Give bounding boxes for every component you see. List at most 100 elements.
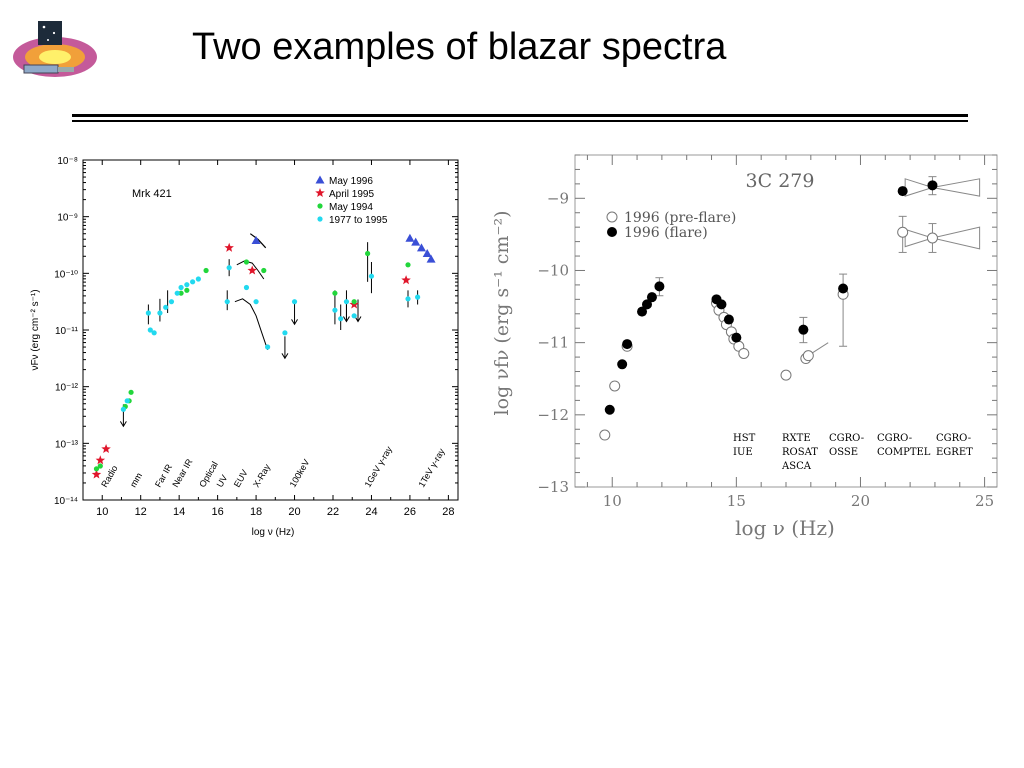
- mrk421-data-point: [128, 389, 134, 395]
- 3c279-data-point: [738, 347, 750, 359]
- mrk421-data-point: [178, 290, 184, 296]
- mrk421-legend-label: April 1995: [329, 189, 374, 200]
- mrk421-data-point: [405, 296, 411, 302]
- mrk421-y-tick-label: 10⁻⁸: [57, 156, 78, 167]
- 3c279-chart: 10 15 20 25 −9 −10 −11 −12 −13 3C 279 log ν (Hz)…: [491, 154, 998, 540]
- mrk421-data-point: [95, 455, 106, 465]
- mrk421-data-point: [422, 249, 432, 257]
- mrk421-y-axis-label: νFν (erg cm⁻² s⁻¹): [30, 289, 41, 370]
- mrk421-data-point: [416, 243, 426, 252]
- 3c279-y-tick-label: −12: [537, 406, 569, 424]
- mrk421-legend: May 1996 April 1995 May 1994 1977 to 1995: [315, 175, 388, 226]
- mrk421-plot-frame: [82, 159, 459, 501]
- mrk421-data-point: [351, 299, 357, 305]
- mrk421-data-point: [184, 282, 190, 288]
- 3c279-y-tick-label: −10: [537, 261, 569, 279]
- mrk421-data-point: [157, 310, 163, 316]
- mrk421-data-point: [253, 299, 259, 305]
- mrk421-x-tick-label: 22: [327, 506, 339, 518]
- mrk421-data-point: [203, 267, 209, 274]
- 3c279-x-tick-label: 10: [603, 492, 622, 510]
- mrk421-data-point: [93, 466, 100, 472]
- 3c279-x-tick-label: 20: [851, 492, 870, 510]
- 3c279-data-point: [599, 429, 611, 441]
- 3c279-instrument-label: ASCA: [781, 461, 812, 472]
- mrk421-chart-title: Mrk 421: [132, 188, 172, 200]
- 3c279-data-point: [637, 306, 648, 317]
- mrk421-xray-model-curve: [234, 298, 269, 350]
- mrk421-data-point: [332, 307, 338, 313]
- 3c279-instrument-labels: HST IUE RXTE ROSAT ASCA CGRO- OSSE CGRO- COMPTEL…: [733, 433, 973, 472]
- mrk421-band-label: 100keV: [288, 458, 312, 489]
- mrk421-data-point: [351, 313, 357, 319]
- mrk421-x-tick-label: 24: [365, 506, 377, 518]
- mrk421-upper-limit-arrow: [281, 353, 289, 360]
- 3c279-legend: 1996 (pre-flare)1996 (flare): [606, 210, 736, 241]
- mrk421-upper-limit-arrow: [354, 316, 362, 323]
- mrk421-data-point: [224, 242, 234, 252]
- 3c279-instrument-label: CGRO-: [936, 433, 971, 444]
- mrk421-chart: 10 12 14 16 18 20 22 24 26 28 10⁻⁸ 10⁻⁹ 10⁻¹⁰ 10⁻¹¹ 10…: [30, 156, 459, 538]
- 3c279-instrument-label: COMPTEL: [877, 447, 931, 458]
- 3c279-preflare-bowtie: [904, 226, 981, 250]
- mrk421-data-point: [190, 279, 196, 285]
- mrk421-upper-limit-arrow: [291, 319, 298, 326]
- mrk421-data-point: [338, 316, 344, 322]
- mrk421-data-point: [174, 290, 180, 296]
- mrk421-data-point: [291, 299, 298, 305]
- mrk421-data-point: [243, 284, 250, 291]
- mrk421-y-tick-label: 10⁻¹³: [55, 439, 79, 450]
- 3c279-instrument-label: OSSE: [829, 447, 858, 458]
- 3c279-legend-label: 1996 (pre-flare): [624, 210, 736, 226]
- mrk421-band-label: 1TeV γ-ray: [416, 446, 446, 489]
- mrk421-xray-model-curve: [249, 233, 267, 249]
- mrk421-y-tick-label: 10⁻¹⁰: [54, 269, 78, 280]
- 3c279-data-point: [897, 226, 909, 238]
- mrk421-legend-label: May 1996: [329, 176, 373, 187]
- 3c279-data-point: [780, 369, 792, 381]
- mrk421-x-tick-label: 28: [442, 506, 454, 518]
- slide-title: Two examples of blazar spectra: [192, 26, 727, 68]
- mrk421-band-label: EUV: [232, 468, 250, 489]
- mrk421-data-point: [224, 299, 230, 305]
- mrk421-data-point: [97, 463, 103, 469]
- 3c279-data-point: [927, 180, 938, 191]
- mrk421-x-tick-label: 18: [250, 506, 262, 518]
- title-rule-thick: [72, 114, 968, 117]
- 3c279-data-point: [716, 299, 727, 310]
- 3c279-data-point: [646, 292, 657, 303]
- mrk421-data-point: [151, 330, 157, 336]
- mrk421-upper-limit-arrow: [119, 421, 127, 428]
- 3c279-data-point: [604, 404, 615, 415]
- mrk421-band-label: UV: [215, 473, 230, 489]
- 3c279-instrument-label: IUE: [733, 447, 753, 458]
- mrk421-data-point: [243, 259, 250, 265]
- mrk421-legend-marker: [315, 188, 325, 197]
- mrk421-upper-limit-arrow: [343, 316, 350, 323]
- mrk421-legend-label: May 1994: [329, 202, 373, 213]
- mrk421-data-point: [145, 310, 151, 316]
- mrk421-legend-marker: [315, 175, 325, 184]
- mrk421-data-point: [368, 273, 375, 279]
- mrk421-x-tick-label: 14: [173, 506, 185, 518]
- 3c279-data-point: [617, 359, 628, 370]
- mrk421-legend-marker: [317, 203, 323, 209]
- mrk421-data-point: [226, 265, 232, 271]
- mrk421-x-tick-label: 20: [288, 506, 300, 518]
- mrk421-band-label: 1GeV γ-ray: [363, 444, 395, 489]
- 3c279-instrument-label: RXTE: [782, 433, 811, 444]
- 3c279-x-tick-label: 15: [727, 492, 746, 510]
- 3c279-data-point: [798, 324, 809, 335]
- mrk421-band-label: X-Ray: [251, 462, 272, 489]
- mrk421-data-point: [401, 275, 411, 285]
- mrk421-data-point: [251, 235, 261, 244]
- 3c279-y-tick-label: −13: [537, 478, 569, 496]
- mrk421-data-point: [415, 294, 421, 300]
- mrk421-data-point: [426, 254, 436, 263]
- mrk421-x-tick-label: 16: [211, 506, 223, 518]
- mrk421-data-point: [124, 398, 130, 404]
- 3c279-data-point: [723, 314, 734, 325]
- mrk421-data-point: [120, 406, 126, 412]
- title-rule-thin: [72, 120, 968, 122]
- mrk421-y-tick-label: 10⁻⁹: [57, 213, 78, 224]
